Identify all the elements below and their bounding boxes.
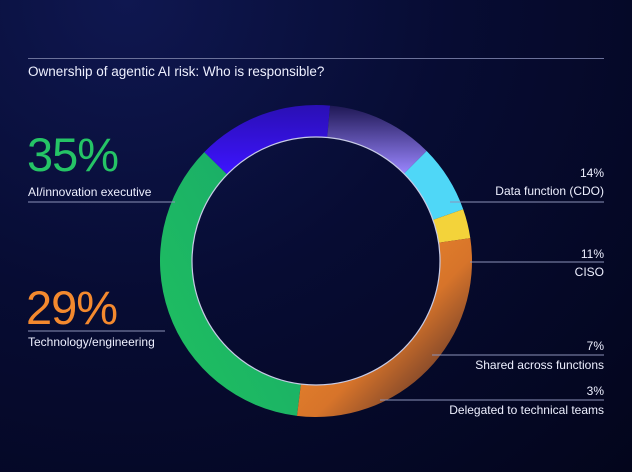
title-rule xyxy=(28,58,604,59)
slice-label-data-function: Data function (CDO) xyxy=(495,184,604,198)
donut-slice-ai-innovation xyxy=(160,152,301,416)
donut-slice-delegated xyxy=(432,209,471,243)
slice-value-ai-innovation: 35% xyxy=(27,128,119,181)
slice-value-shared: 7% xyxy=(586,339,604,353)
donut-inner-ring xyxy=(191,136,441,386)
donut-slice-shared xyxy=(403,151,464,220)
slice-value-data-function: 14% xyxy=(579,166,604,180)
slice-value-delegated: 3% xyxy=(586,384,604,398)
slice-label-technology: Technology/engineering xyxy=(28,335,155,349)
slice-label-shared: Shared across functions xyxy=(475,358,604,372)
chart-title: Ownership of agentic AI risk: Who is res… xyxy=(28,64,325,79)
slice-label-delegated: Delegated to technical teams xyxy=(449,403,604,417)
donut-slice-technology xyxy=(296,238,472,417)
slice-value-ciso: 11% xyxy=(580,247,604,261)
slice-label-ciso: CISO xyxy=(574,265,604,279)
donut-slice-data-function xyxy=(204,105,331,175)
slice-label-ai-innovation: AI/innovation executive xyxy=(28,185,152,199)
donut-slice-ciso xyxy=(327,105,427,174)
slice-value-technology: 29% xyxy=(26,281,118,334)
